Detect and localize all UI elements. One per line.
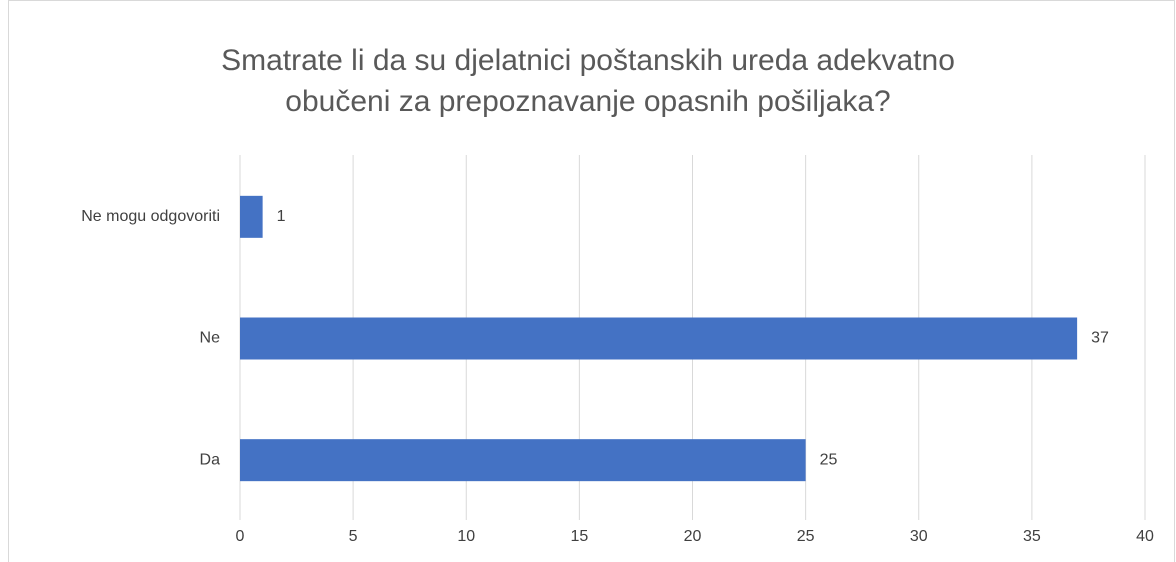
data-label: 37	[1091, 330, 1109, 347]
x-tick-label: 20	[684, 528, 702, 545]
x-tick-label: 30	[910, 528, 928, 545]
y-tick-label: Da	[200, 451, 221, 468]
x-tick-label: 35	[1023, 528, 1041, 545]
data-label: 25	[820, 451, 838, 468]
bar	[240, 195, 263, 238]
bar	[240, 439, 806, 482]
x-tick-label: 5	[349, 528, 358, 545]
x-tick-label: 0	[236, 528, 245, 545]
x-tick-label: 15	[570, 528, 588, 545]
x-tick-label: 40	[1136, 528, 1154, 545]
y-tick-label: Ne mogu odgovoriti	[81, 208, 220, 225]
data-label: 1	[277, 208, 286, 225]
chart-title: Smatrate li da su djelatnici poštanskih …	[221, 44, 955, 77]
x-tick-label: 25	[797, 528, 815, 545]
bar	[240, 317, 1078, 360]
y-tick-label: Ne	[200, 330, 221, 347]
x-tick-label: 10	[457, 528, 475, 545]
chart-title: obučeni za prepoznavanje opasnih pošilja…	[285, 85, 890, 118]
